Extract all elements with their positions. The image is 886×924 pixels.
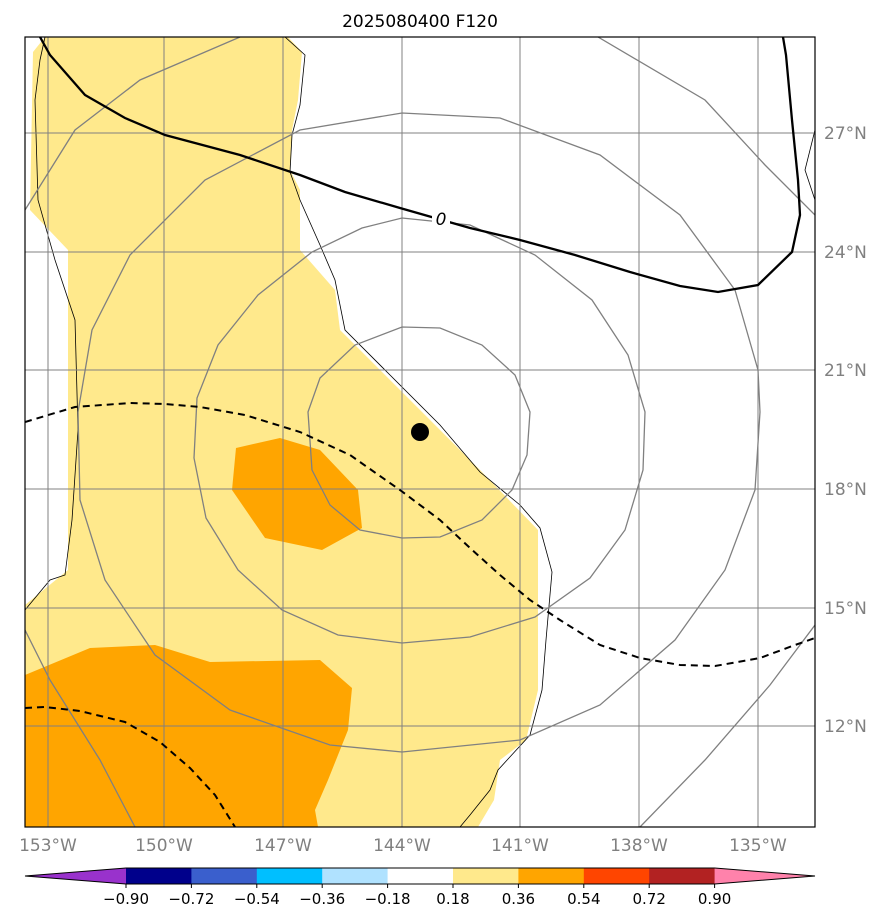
colorbar-segment — [583, 868, 650, 884]
colorbar-tick-label: 0.36 — [502, 890, 535, 908]
colorbar-tick-label: −0.72 — [168, 890, 214, 908]
lat-tick-label: 24°N — [824, 243, 867, 263]
contour-label: 0 — [436, 210, 447, 230]
lon-tick-label: 147°W — [254, 836, 312, 856]
lat-tick-label: 27°N — [824, 124, 867, 144]
fill-0.18-0.36 — [25, 37, 538, 827]
fill-boundary-east — [804, 129, 815, 201]
colorbar-segment — [453, 868, 519, 884]
lat-tick-labels: 27°N 24°N 21°N 18°N 15°N 12°N — [824, 124, 867, 737]
lon-tick-label: 150°W — [135, 836, 193, 856]
dashed-contour-north — [25, 401, 815, 668]
colorbar-segment — [649, 868, 716, 884]
colorbar-segment — [256, 868, 323, 884]
dashed-contour-south — [25, 705, 236, 827]
distance-rings — [25, 37, 815, 827]
storm-center-marker — [411, 423, 429, 441]
lat-tick-label: 18°N — [824, 480, 867, 500]
colorbar-tick-label: 0.18 — [436, 890, 469, 908]
colorbar-extend-min — [25, 868, 126, 884]
colorbar-segment — [387, 868, 454, 884]
colorbar-tick-label: −0.36 — [299, 890, 345, 908]
colorbar-segment — [322, 868, 389, 884]
colorbar-tick-label: −0.54 — [234, 890, 280, 908]
zero-contour — [38, 37, 802, 294]
map-frame — [24, 36, 816, 828]
colorbar-tick-label: 0.72 — [632, 890, 665, 908]
map-title: 2025080400 F120 — [342, 12, 498, 32]
colorbar-segment — [191, 868, 258, 884]
lon-tick-label: 138°W — [610, 836, 668, 856]
lon-tick-label: 141°W — [491, 836, 549, 856]
lat-tick-label: 12°N — [824, 717, 867, 737]
lat-tick-label: 15°N — [824, 599, 867, 619]
fill-0.36-0.54-center — [232, 438, 362, 550]
colorbar-extend-max — [714, 868, 815, 884]
colorbar-tick-label: 0.90 — [698, 890, 731, 908]
lat-tick-label: 21°N — [824, 361, 867, 381]
fill-boundary-west — [25, 37, 79, 611]
lon-tick-label: 153°W — [19, 836, 77, 856]
contour-label-bg — [432, 208, 450, 228]
lon-tick-label: 144°W — [373, 836, 431, 856]
lon-tick-labels: 153°W 150°W 147°W 144°W 141°W 138°W 135°… — [19, 836, 787, 856]
colorbar: −0.90 −0.72 −0.54 −0.36 −0.18 0.18 0.36 0.54 0.7… — [24, 867, 816, 908]
colorbar-segment — [126, 868, 192, 884]
fill-0.36-0.54-south — [25, 645, 352, 827]
colorbar-tick-label: 0.54 — [567, 890, 600, 908]
colorbar-tick-label: −0.90 — [103, 890, 149, 908]
fill-boundary-line — [284, 37, 553, 827]
colorbar-tick-label: −0.18 — [365, 890, 411, 908]
map-area: 0 — [25, 37, 815, 827]
colorbar-segment — [518, 868, 585, 884]
lon-tick-label: 135°W — [729, 836, 787, 856]
